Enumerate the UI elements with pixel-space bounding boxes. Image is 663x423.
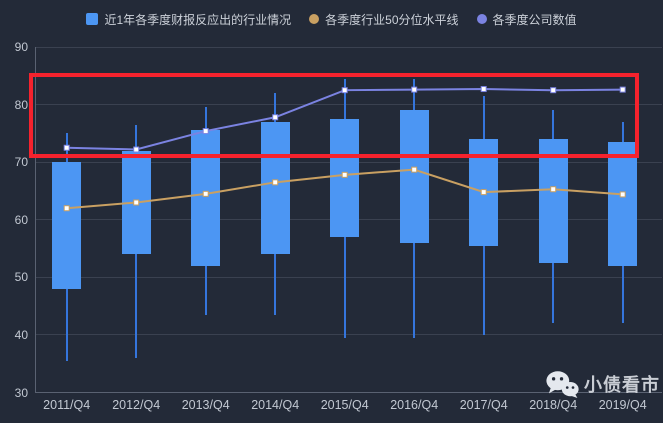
legend-circle-icon — [476, 14, 487, 24]
x-axis-label: 2017/Q4 — [459, 397, 508, 412]
legend-label: 各季度行业50分位水平线 — [325, 12, 459, 27]
legend-item-0[interactable]: 近1年各季度财报反应出的行业情况 — [86, 11, 291, 28]
x-axis-label: 2013/Q4 — [181, 397, 230, 412]
candle-body — [260, 121, 290, 255]
candle-body — [608, 142, 638, 266]
y-axis-label: 70 — [14, 155, 28, 170]
candle-body — [121, 150, 151, 255]
y-axis-label: 30 — [14, 385, 28, 400]
candle-body — [52, 162, 82, 289]
candle-body — [538, 139, 568, 263]
legend-circle-icon — [309, 14, 320, 24]
candle-body — [330, 118, 360, 237]
x-axis-label: 2019/Q4 — [598, 397, 647, 412]
y-axis-line — [35, 47, 36, 393]
legend-label: 各季度公司数值 — [492, 12, 577, 27]
gridline-y-80 — [35, 104, 662, 106]
x-axis-label: 2012/Q4 — [112, 397, 161, 412]
candle-body — [191, 130, 221, 266]
x-axis-label: 2014/Q4 — [251, 397, 300, 412]
watermark: 小债看市 — [545, 370, 660, 398]
gridline-y-30 — [35, 392, 662, 393]
y-axis-label: 50 — [14, 270, 28, 285]
candle-body — [469, 139, 499, 246]
x-axis-label: 2018/Q4 — [529, 397, 578, 412]
x-axis-label: 2016/Q4 — [390, 397, 439, 412]
x-axis-label: 2011/Q4 — [43, 397, 91, 412]
y-axis-label: 90 — [14, 40, 28, 54]
legend-square-icon — [86, 13, 99, 25]
legend-item-1[interactable]: 各季度行业50分位水平线 — [309, 11, 459, 28]
y-axis-label: 60 — [14, 212, 28, 227]
y-axis-label: 40 — [14, 327, 28, 342]
gridline-y-40 — [35, 334, 662, 336]
gridline-y-90 — [35, 46, 662, 48]
legend-item-2[interactable]: 各季度公司数值 — [476, 11, 577, 28]
gridline-y-50 — [35, 276, 662, 278]
candle-body — [399, 110, 429, 243]
legend-label: 近1年各季度财报反应出的行业情况 — [104, 12, 292, 27]
wechat-icon — [546, 371, 579, 398]
x-axis-label: 2015/Q4 — [320, 397, 369, 412]
y-axis-label: 80 — [14, 97, 28, 112]
watermark-text: 小债看市 — [584, 375, 660, 395]
legend: 近1年各季度财报反应出的行业情况 各季度行业50分位水平线 各季度公司数值 — [0, 8, 663, 30]
